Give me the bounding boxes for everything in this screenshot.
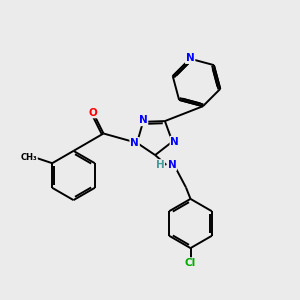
Text: N: N: [167, 160, 176, 170]
Text: H: H: [155, 160, 164, 170]
Text: N: N: [130, 138, 139, 148]
Text: N: N: [170, 136, 179, 147]
Text: Cl: Cl: [185, 258, 196, 268]
Text: N: N: [186, 53, 194, 63]
Text: N: N: [139, 115, 147, 125]
Text: CH₃: CH₃: [20, 153, 37, 162]
Text: O: O: [88, 107, 98, 118]
